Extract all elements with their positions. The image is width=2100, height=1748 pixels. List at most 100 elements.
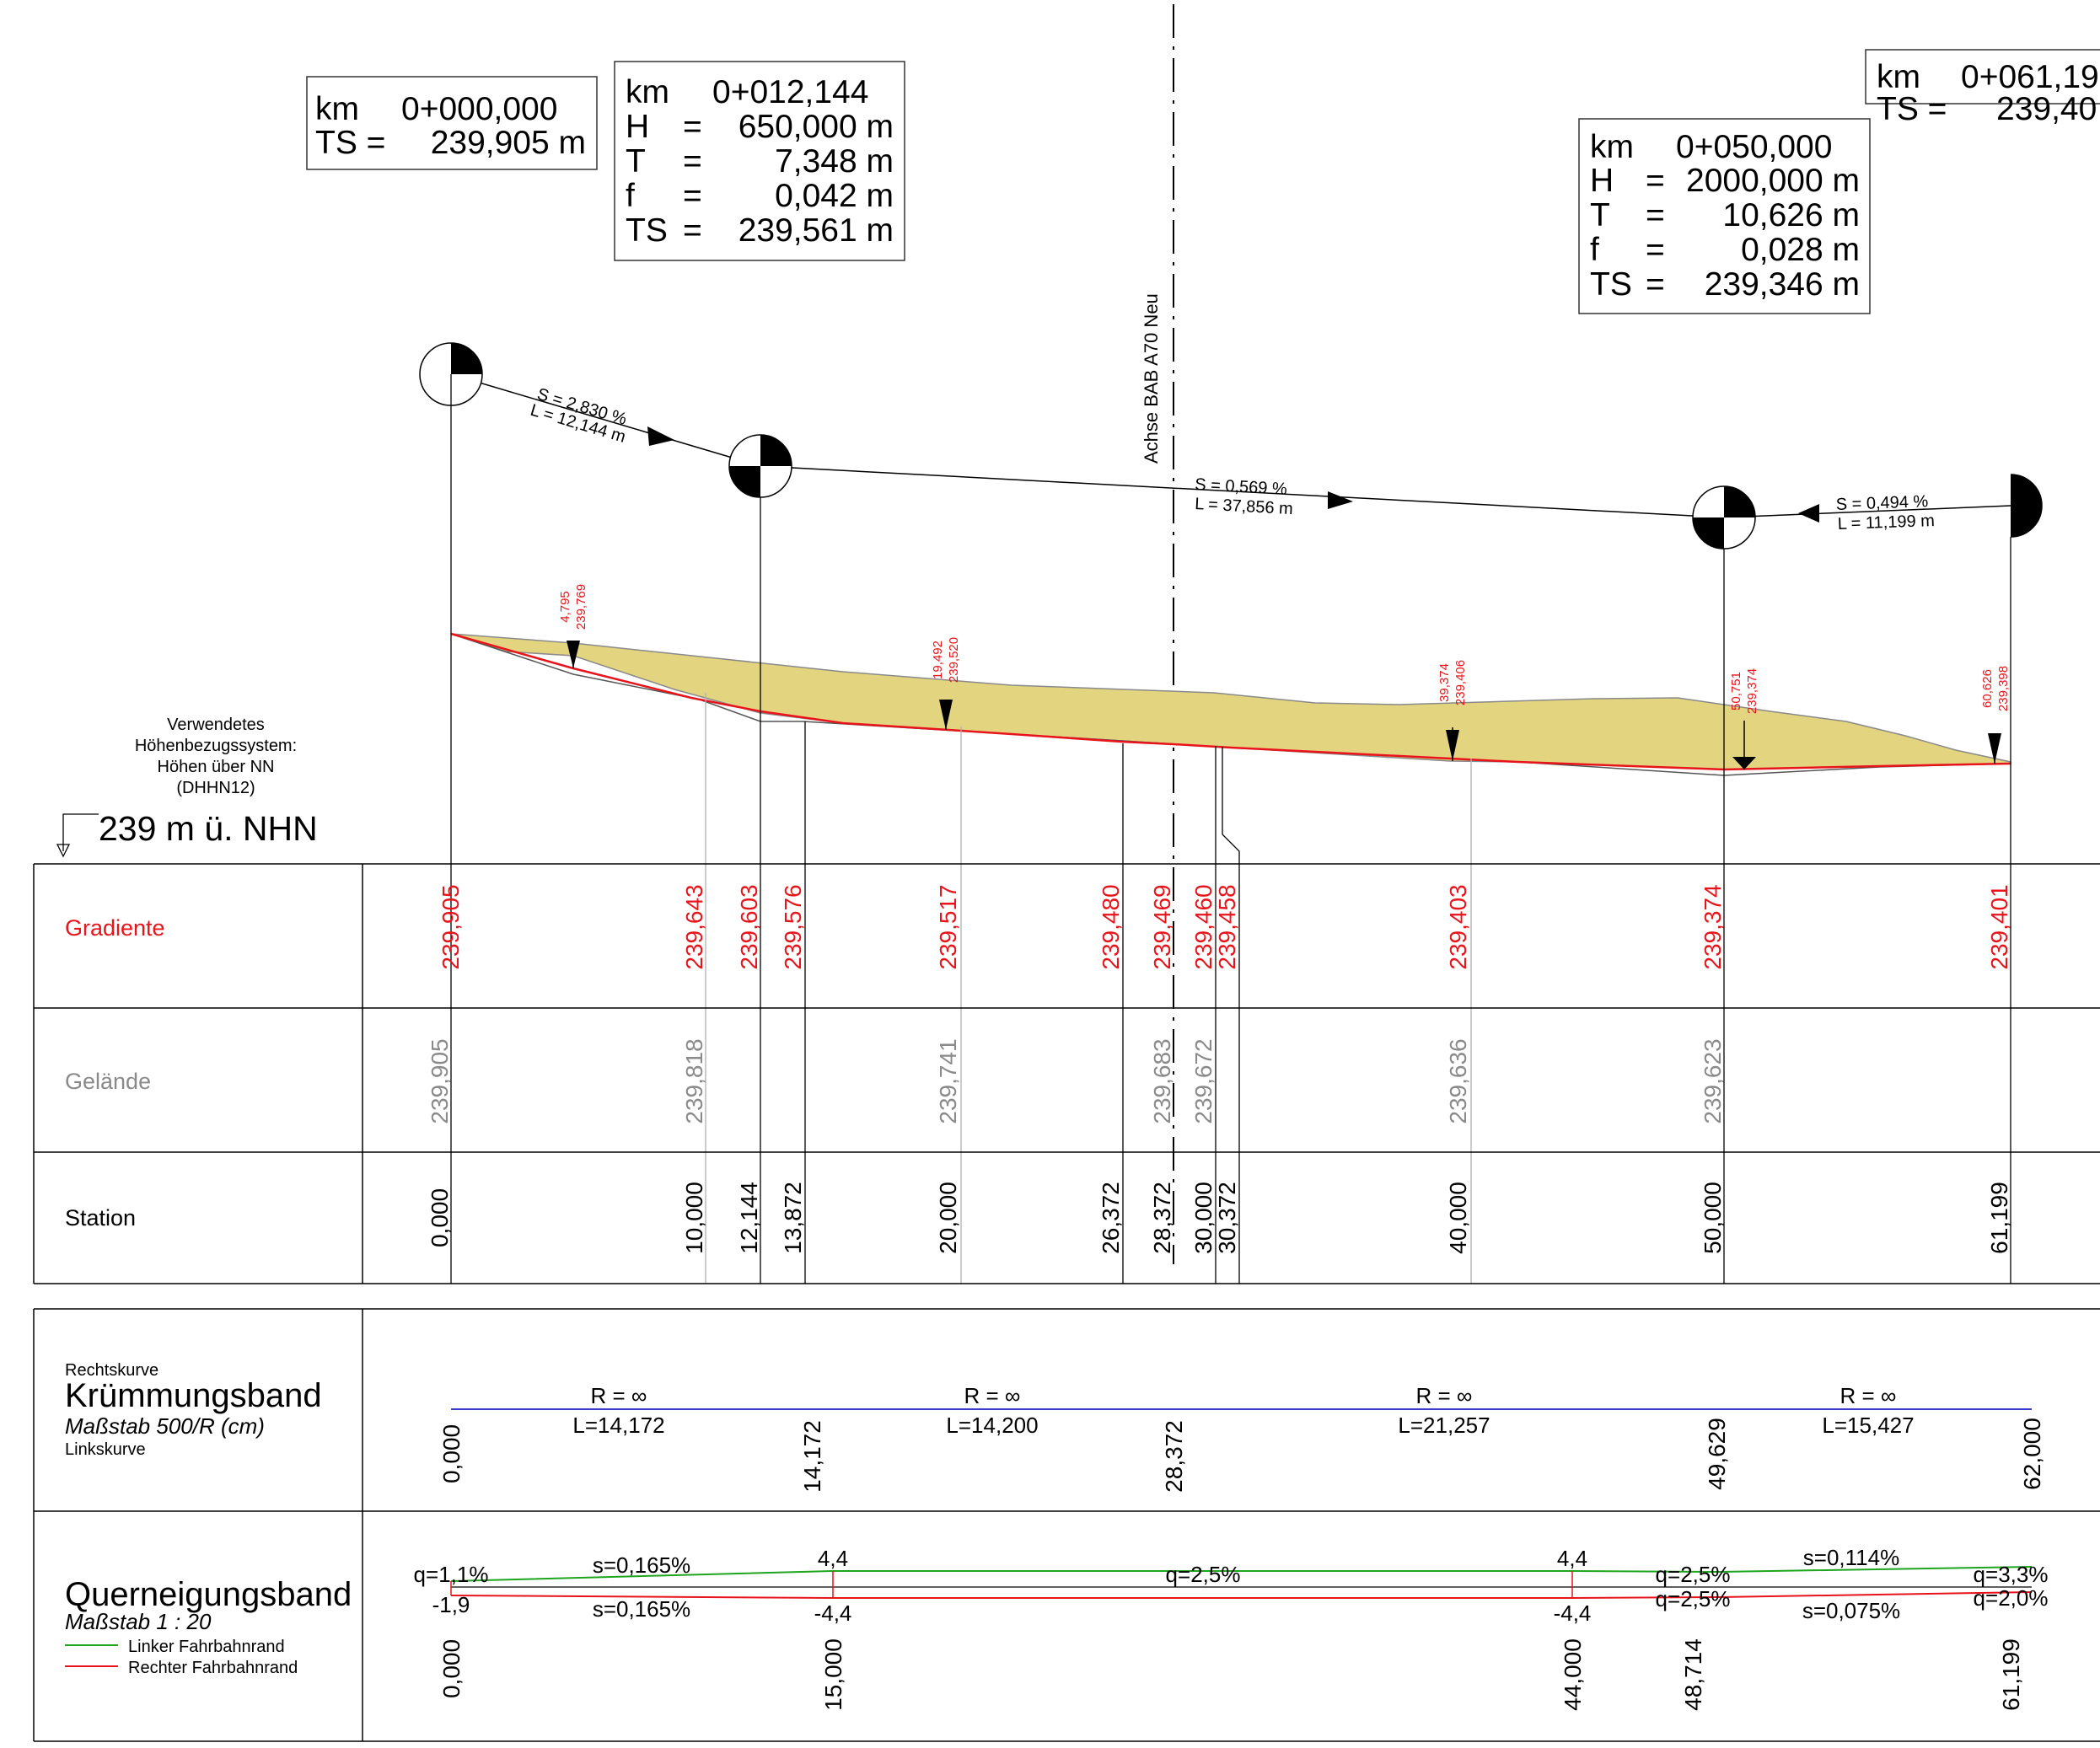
axis-label: Achse BAB A70 Neu [1141,293,1162,464]
svg-text:239,374: 239,374 [1745,668,1759,714]
box-km0-value: 0+000,000 [401,91,557,127]
svg-text:s=0,165%: s=0,165% [593,1596,690,1622]
svg-text:0,028 m: 0,028 m [1741,232,1860,268]
svg-text:L=21,257: L=21,257 [1398,1413,1490,1438]
lower-bands-frame [33,1308,2100,1742]
terrain-fill [450,633,2011,770]
svg-text:R = ∞: R = ∞ [1840,1383,1897,1408]
svg-text:-1,9: -1,9 [432,1592,470,1617]
svg-text:44,000: 44,000 [1560,1638,1586,1711]
elevation-box-km0: km 0+000,000 TS = 239,905 m [306,76,598,170]
elevation-box-km12: km 0+012,144 H = 650,000 m T = 7,348 m f… [614,61,905,261]
svg-text:4,4: 4,4 [818,1546,848,1571]
svg-text:TS: TS [626,212,668,249]
svg-text:239,346 m: 239,346 m [1705,266,1860,303]
svg-text:10,626 m: 10,626 m [1722,197,1860,233]
grade-arrow-1 [647,426,674,446]
svg-text:H: H [1590,163,1614,199]
profile-marker-1: 4,795 239,769 [558,584,588,668]
svg-text:0,042 m: 0,042 m [775,178,894,214]
svg-text:=: = [683,143,702,180]
svg-text:239,480: 239,480 [1098,884,1124,969]
svg-text:39,374: 39,374 [1437,663,1452,702]
gelaende-values: 239,905 239,818 239,741 239,683 239,672 … [427,1038,1726,1123]
grade-arrow-2 [1328,491,1353,509]
svg-text:239,458: 239,458 [1214,884,1240,969]
svg-text:q=1,1%: q=1,1% [414,1562,489,1587]
svg-text:239,469: 239,469 [1149,884,1175,969]
svg-text:239,672: 239,672 [1190,1038,1216,1123]
svg-text:239,401: 239,401 [1986,884,2012,969]
grade-label-2: S = 0,569 % L = 37,856 m [1195,475,1294,518]
svg-text:50,751: 50,751 [1729,672,1743,710]
svg-text:239,818: 239,818 [681,1038,707,1123]
svg-text:19,492: 19,492 [931,641,945,679]
svg-text:239,683: 239,683 [1149,1038,1175,1123]
svg-text:f: f [1590,232,1599,268]
station-lines [450,374,2011,1284]
svg-text:239,905: 239,905 [438,884,464,969]
tangent-symbol-km61 [2010,474,2043,538]
profile-marker-3: 39,374 239,406 [1437,660,1468,761]
profile-marker-4: 50,751 239,374 [1729,668,1759,769]
svg-text:L = 37,856 m: L = 37,856 m [1195,495,1294,518]
svg-text:q=3,3%: q=3,3% [1974,1562,2049,1587]
station-lines-grey [705,693,1472,1284]
band-label-station: Station [65,1205,136,1231]
box-km12-value: 0+012,144 [712,74,868,110]
tangent-symbol-km50 [1692,485,1756,550]
svg-text:q=2,0%: q=2,0% [1974,1585,2049,1611]
svg-text:26,372: 26,372 [1098,1182,1124,1254]
svg-text:239,741: 239,741 [935,1038,961,1123]
svg-text:30,000: 30,000 [1190,1182,1216,1254]
svg-text:Rechtskurve: Rechtskurve [65,1361,158,1380]
svg-text:L=14,200: L=14,200 [946,1413,1038,1438]
svg-text:H: H [626,109,649,145]
svg-text:28,372: 28,372 [1161,1420,1187,1493]
svg-text:0+061,19: 0+061,19 [1961,59,2099,95]
svg-text:239,905: 239,905 [427,1038,453,1123]
svg-text:239,576: 239,576 [780,884,806,969]
svg-text:30,372: 30,372 [1214,1182,1240,1254]
svg-text:4,795: 4,795 [558,591,572,623]
svg-text:12,144: 12,144 [736,1182,762,1254]
station-values: 0,000 10,000 12,144 13,872 20,000 26,372… [427,1182,2012,1254]
svg-text:=: = [683,178,702,214]
svg-text:Krümmungsband: Krümmungsband [65,1377,322,1414]
datum-label: 239 m ü. NHN [99,809,318,848]
svg-text:650,000 m: 650,000 m [738,109,894,145]
svg-text:239,520: 239,520 [947,637,961,683]
svg-text:13,872: 13,872 [780,1182,806,1254]
svg-text:L=14,172: L=14,172 [572,1413,664,1438]
svg-text:239,517: 239,517 [935,884,961,969]
svg-text:T: T [626,143,646,180]
svg-text:60,626: 60,626 [1980,669,1995,708]
svg-text:=: = [1646,232,1665,268]
gradiente-values: 239,905 239,643 239,603 239,576 239,517 … [438,884,2012,969]
svg-text:48,714: 48,714 [1680,1638,1706,1711]
curvature-band: Rechtskurve Krümmungsband Maßstab 500/R … [65,1361,2045,1493]
box-km0-label: km [315,91,359,127]
svg-text:q=2,5%: q=2,5% [1656,1586,1731,1611]
grade-label-1: S = 2,830 % L = 12,144 m [529,385,629,447]
elevation-box-km50: km 0+050,000 H = 2000,000 m T = 10,626 m… [1578,118,1871,314]
svg-text:61,199: 61,199 [1986,1182,2012,1254]
svg-text:s=0,114%: s=0,114% [1803,1545,1899,1570]
svg-text:=: = [683,109,702,145]
svg-text:q=2,5%: q=2,5% [1656,1562,1731,1587]
svg-text:km: km [1877,59,1920,95]
band-label-gelaende: Gelände [65,1069,151,1094]
svg-text:239,603: 239,603 [736,884,762,969]
grade-arrow-3 [1798,504,1819,523]
svg-text:-4,4: -4,4 [1554,1601,1592,1626]
box-km0-ts-label: TS = [315,125,385,161]
svg-text:0,000: 0,000 [427,1188,453,1247]
svg-text:km: km [1590,129,1634,165]
box-km0-ts-value: 239,905 m [431,125,586,161]
datum-marker: 239 m ü. NHN [56,809,318,858]
svg-text:s=0,165%: s=0,165% [593,1552,690,1578]
svg-text:239,636: 239,636 [1445,1038,1471,1123]
svg-text:239,769: 239,769 [574,584,588,630]
svg-text:Linkskurve: Linkskurve [65,1440,146,1459]
gradient-line [450,632,2011,771]
